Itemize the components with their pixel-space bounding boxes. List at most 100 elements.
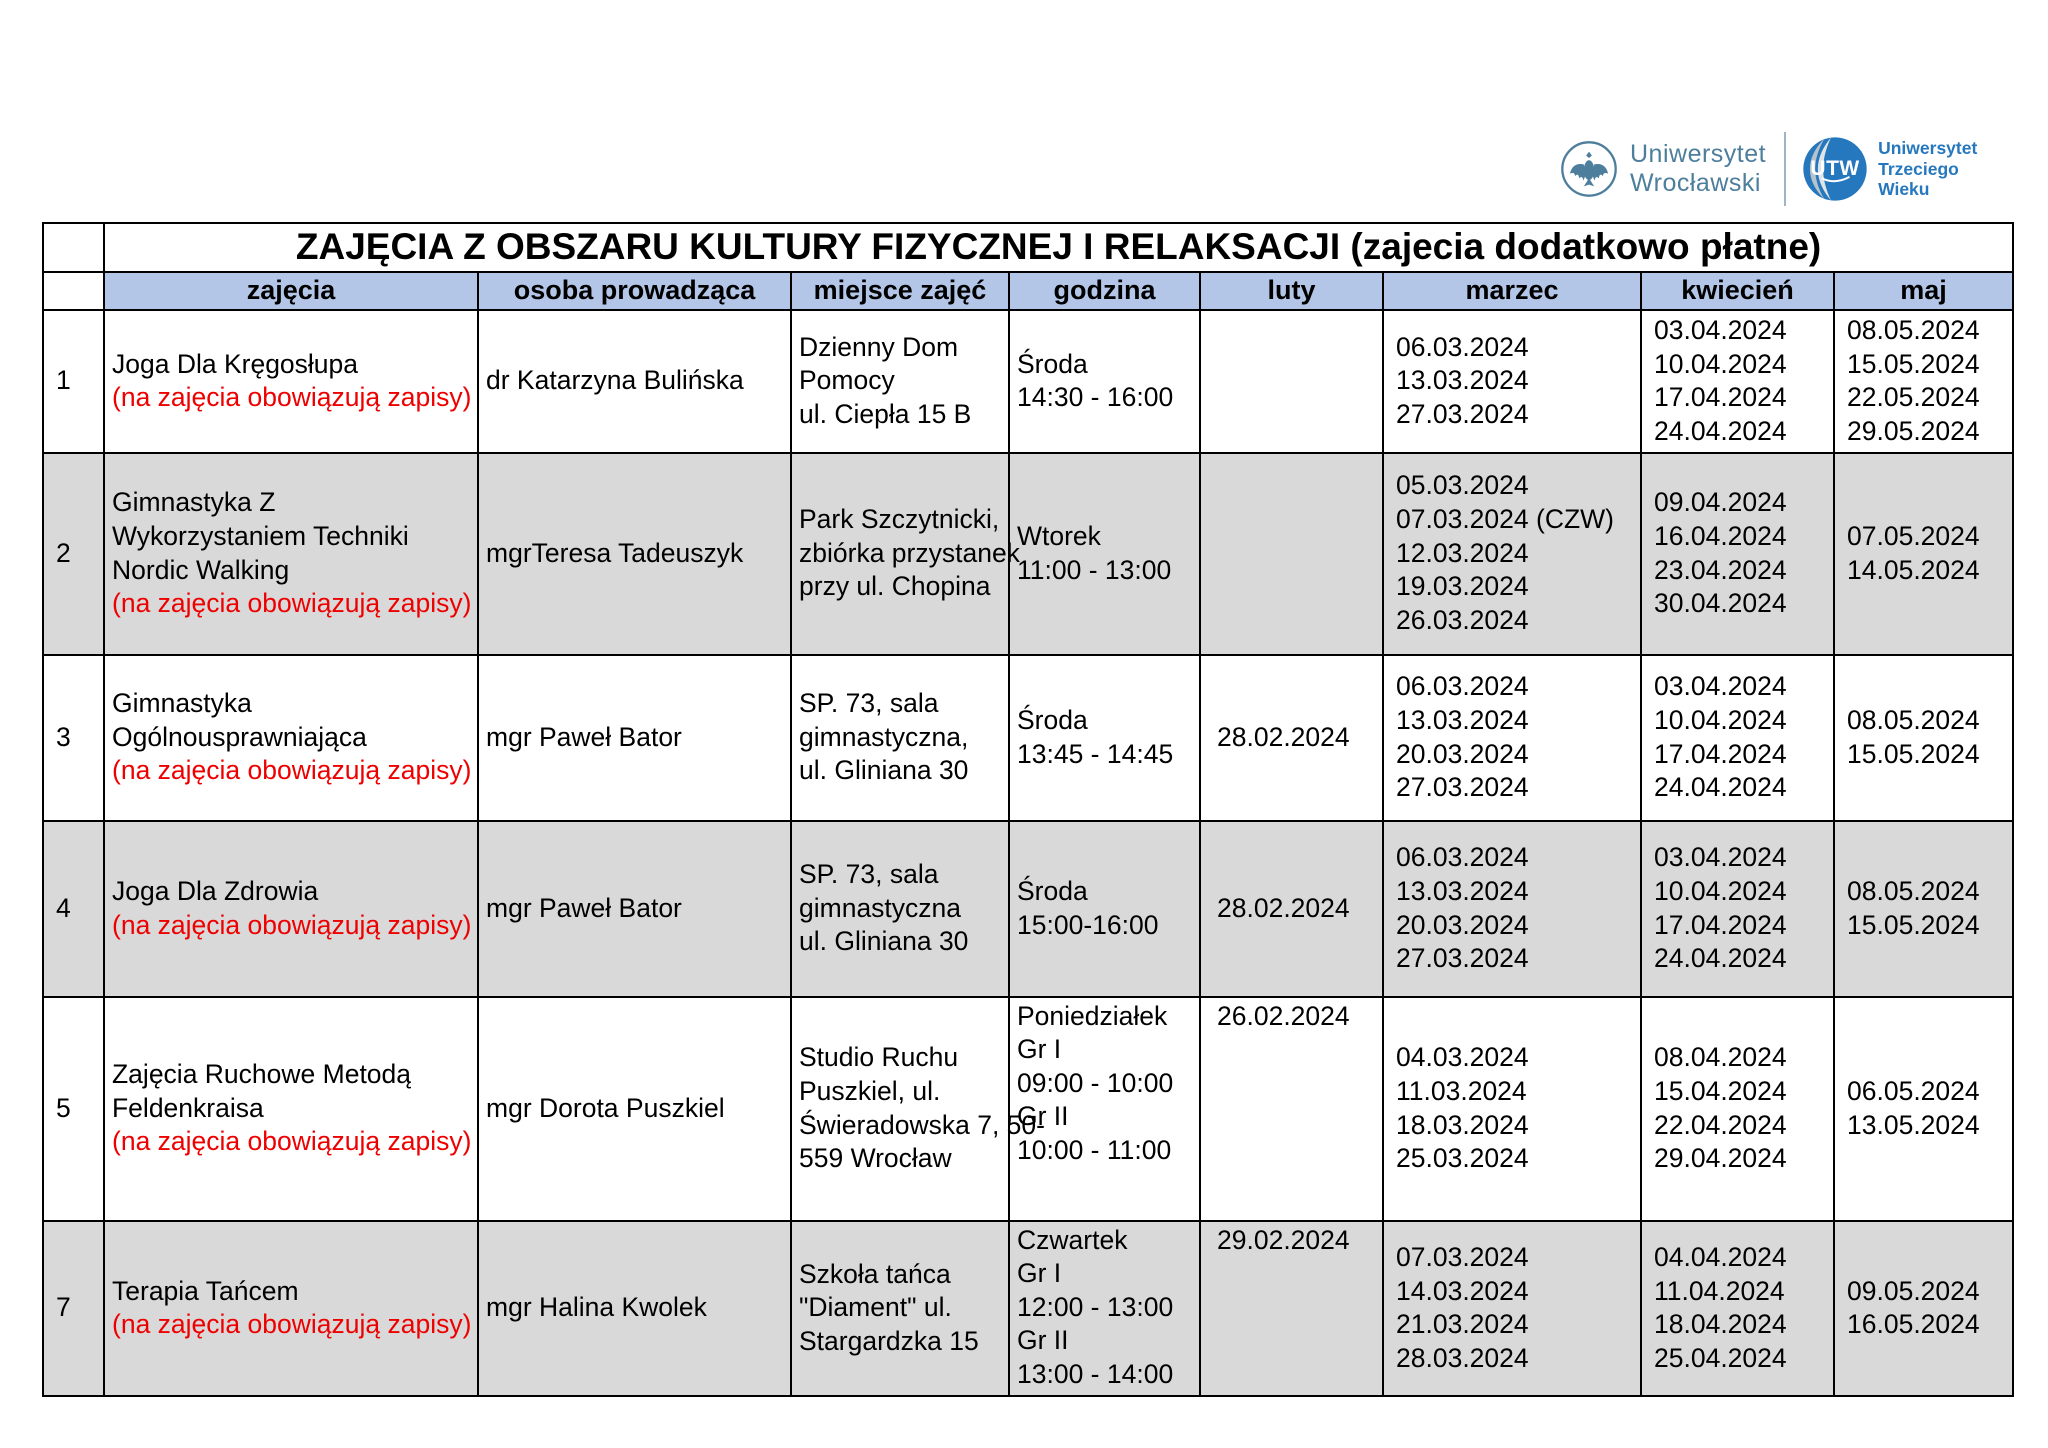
cell-kwiecien: 03.04.2024 10.04.2024 17.04.2024 24.04.2… xyxy=(1640,308,1835,454)
row-number: 3 xyxy=(42,653,105,822)
cell-osoba: mgr Dorota Puszkiel xyxy=(477,995,792,1222)
table-row: 3 Gimnastyka Ogólnousprawniająca (na zaj… xyxy=(42,653,2015,822)
uwr-crest-icon xyxy=(1561,141,1617,197)
cell-zajecia: Gimnastyka Z Wykorzystaniem Techniki Nor… xyxy=(103,451,479,656)
activity-name: Zajęcia Ruchowe Metodą Feldenkraisa xyxy=(112,1059,412,1123)
cell-zajecia: Terapia Tańcem (na zajęcia obowiązują za… xyxy=(103,1219,479,1397)
cell-godzina: Środa 15:00-16:00 xyxy=(1008,819,1201,998)
uwr-logo-line2: Wrocławski xyxy=(1630,169,1761,197)
cell-kwiecien: 09.04.2024 16.04.2024 23.04.2024 30.04.2… xyxy=(1640,451,1835,656)
row-number: 5 xyxy=(42,995,105,1222)
cell-marzec: 04.03.2024 11.03.2024 18.03.2024 25.03.2… xyxy=(1382,995,1642,1222)
signup-note: (na zajęcia obowiązują zapisy) xyxy=(112,588,472,619)
cell-miejsce: Park Szczytnicki, zbiórka przystanek prz… xyxy=(790,451,1020,656)
activity-name: Joga Dla Zdrowia xyxy=(112,875,319,906)
utw-logo-line3: Wieku xyxy=(1878,179,1930,200)
cell-godzina: Poniedziałek Gr I 09:00 - 10:00 Gr II 10… xyxy=(1008,995,1201,1222)
cell-maj: 08.05.2024 15.05.2024 xyxy=(1832,653,2015,822)
cell-zajecia: Joga Dla Zdrowia (na zajęcia obowiązują … xyxy=(103,819,479,998)
cell-godzina: Środa 13:45 - 14:45 xyxy=(1008,653,1201,822)
uwr-logo-text: Uniwersytet Wrocławski xyxy=(1630,140,1766,199)
row-number: 7 xyxy=(42,1219,105,1397)
cell-luty xyxy=(1199,451,1384,656)
header-miejsce-zajec: miejsce zajęć xyxy=(790,270,1010,311)
title-blank-cell xyxy=(42,222,105,273)
logo-divider xyxy=(1784,132,1787,206)
cell-osoba: mgr Halina Kwolek xyxy=(477,1219,792,1397)
cell-luty: 28.02.2024 xyxy=(1199,819,1384,998)
cell-zajecia: Joga Dla Kręgosłupa (na zajęcia obowiązu… xyxy=(103,308,479,454)
cell-luty: 28.02.2024 xyxy=(1199,653,1384,822)
table-row: 1 Joga Dla Kręgosłupa (na zajęcia obowią… xyxy=(42,308,2015,454)
cell-marzec: 05.03.2024 07.03.2024 (CZW) 12.03.2024 1… xyxy=(1382,451,1642,656)
uwr-logo-line1: Uniwersytet xyxy=(1630,139,1767,168)
row-number: 4 xyxy=(42,819,105,998)
cell-luty: 26.02.2024 xyxy=(1199,995,1384,1222)
cell-maj: 08.05.2024 15.05.2024 xyxy=(1832,819,2015,998)
cell-marzec: 07.03.2024 14.03.2024 21.03.2024 28.03.2… xyxy=(1382,1219,1642,1397)
activity-name: Terapia Tańcem xyxy=(112,1275,299,1306)
cell-kwiecien: 08.04.2024 15.04.2024 22.04.2024 29.04.2… xyxy=(1640,995,1835,1222)
header-kwiecien: kwiecień xyxy=(1640,270,1835,311)
utw-logo-text: Uniwersytet Trzeciego Wieku xyxy=(1878,138,1977,200)
table-row: 5 Zajęcia Ruchowe Metodą Feldenkraisa (n… xyxy=(42,995,2015,1222)
table-row: 2 Gimnastyka Z Wykorzystaniem Techniki N… xyxy=(42,451,2015,656)
utw-logo: UTW Uniwersytet Trzeciego Wieku xyxy=(1802,136,1977,202)
cell-maj: 07.05.2024 14.05.2024 xyxy=(1832,451,2015,656)
table-row: 7 Terapia Tańcem (na zajęcia obowiązują … xyxy=(42,1219,2015,1397)
header-zajecia: zajęcia xyxy=(103,270,479,311)
cell-miejsce: SP. 73, sala gimnastyczna, ul. Gliniana … xyxy=(790,653,1010,822)
cell-godzina: Czwartek Gr I 12:00 - 13:00 Gr II 13:00 … xyxy=(1008,1219,1201,1397)
cell-godzina: Środa 14:30 - 16:00 xyxy=(1008,308,1201,454)
cell-miejsce: Studio Ruchu Puszkiel, ul. Świeradowska … xyxy=(790,995,1045,1222)
cell-maj: 08.05.2024 15.05.2024 22.05.2024 29.05.2… xyxy=(1832,308,2015,454)
utw-circle-icon: UTW xyxy=(1802,136,1868,202)
header-osoba-prowadzaca: osoba prowadząca xyxy=(477,270,792,311)
cell-osoba: mgrTeresa Tadeuszyk xyxy=(477,451,792,656)
cell-miejsce: Dzienny Dom Pomocy ul. Ciepła 15 B xyxy=(790,308,1010,454)
signup-note: (na zajęcia obowiązują zapisy) xyxy=(112,755,472,786)
cell-marzec: 06.03.2024 13.03.2024 20.03.2024 27.03.2… xyxy=(1382,653,1642,822)
cell-zajecia: Zajęcia Ruchowe Metodą Feldenkraisa (na … xyxy=(103,995,479,1222)
uwr-logo: Uniwersytet Wrocławski xyxy=(1560,140,1766,199)
header-maj: maj xyxy=(1832,270,2015,311)
signup-note: (na zajęcia obowiązują zapisy) xyxy=(112,382,472,413)
table-row: 4 Joga Dla Zdrowia (na zajęcia obowiązuj… xyxy=(42,819,2015,998)
cell-marzec: 06.03.2024 13.03.2024 27.03.2024 xyxy=(1382,308,1642,454)
cell-maj: 06.05.2024 13.05.2024 xyxy=(1832,995,2015,1222)
cell-kwiecien: 03.04.2024 10.04.2024 17.04.2024 24.04.2… xyxy=(1640,819,1835,998)
utw-logo-line2: Trzeciego xyxy=(1878,158,1959,179)
signup-note: (na zajęcia obowiązują zapisy) xyxy=(112,1309,472,1340)
cell-osoba: mgr Paweł Bator xyxy=(477,653,792,822)
activity-name: Joga Dla Kręgosłupa xyxy=(112,348,359,379)
page-title: ZAJĘCIA Z OBSZARU KULTURY FIZYCZNEJ I RE… xyxy=(102,222,2015,273)
cell-luty xyxy=(1199,308,1384,454)
header-godzina: godzina xyxy=(1008,270,1201,311)
header-luty: luty xyxy=(1199,270,1384,311)
signup-note: (na zajęcia obowiązują zapisy) xyxy=(112,1126,472,1157)
cell-godzina: Wtorek 11:00 - 13:00 xyxy=(1008,451,1201,656)
cell-zajecia: Gimnastyka Ogólnousprawniająca (na zajęc… xyxy=(103,653,479,822)
header-blank-cell xyxy=(42,270,105,311)
activity-name: Gimnastyka Z Wykorzystaniem Techniki Nor… xyxy=(112,487,409,585)
utw-logo-line1: Uniwersytet xyxy=(1878,138,1978,159)
activity-name: Gimnastyka Ogólnousprawniająca xyxy=(112,688,367,752)
header-logos: Uniwersytet Wrocławski UTW Uniwersytet T… xyxy=(1560,132,1977,206)
header-marzec: marzec xyxy=(1382,270,1642,311)
title-row: ZAJĘCIA Z OBSZARU KULTURY FIZYCZNEJ I RE… xyxy=(42,222,2015,273)
cell-miejsce: Szkoła tańca "Diament" ul. Stargardzka 1… xyxy=(790,1219,1010,1397)
cell-kwiecien: 04.04.2024 11.04.2024 18.04.2024 25.04.2… xyxy=(1640,1219,1835,1397)
row-number: 2 xyxy=(42,451,105,656)
cell-marzec: 06.03.2024 13.03.2024 20.03.2024 27.03.2… xyxy=(1382,819,1642,998)
schedule-table: ZAJĘCIA Z OBSZARU KULTURY FIZYCZNEJ I RE… xyxy=(42,222,2015,1397)
cell-luty: 29.02.2024 xyxy=(1199,1219,1384,1397)
cell-miejsce: SP. 73, sala gimnastyczna ul. Gliniana 3… xyxy=(790,819,1010,998)
cell-osoba: mgr Paweł Bator xyxy=(477,819,792,998)
row-number: 1 xyxy=(42,308,105,454)
cell-kwiecien: 03.04.2024 10.04.2024 17.04.2024 24.04.2… xyxy=(1640,653,1835,822)
signup-note: (na zajęcia obowiązują zapisy) xyxy=(112,909,472,940)
column-header-row: zajęcia osoba prowadząca miejsce zajęć g… xyxy=(42,270,2015,311)
cell-maj: 09.05.2024 16.05.2024 xyxy=(1832,1219,2015,1397)
cell-osoba: dr Katarzyna Bulińska xyxy=(477,308,792,454)
